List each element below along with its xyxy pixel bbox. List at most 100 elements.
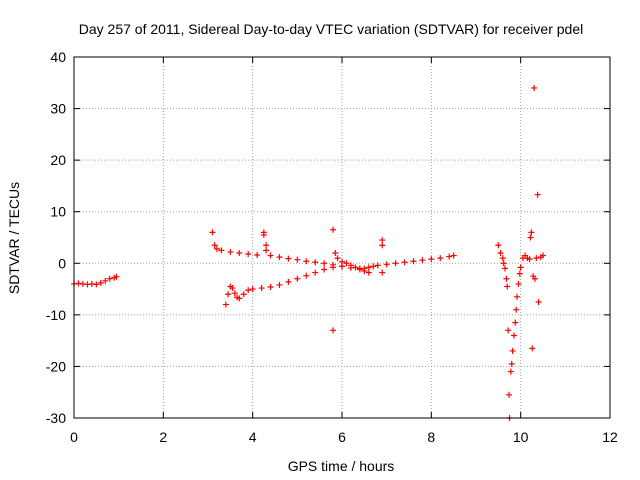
data-point (254, 252, 261, 259)
data-point (294, 256, 301, 263)
data-point (446, 253, 453, 260)
data-point (263, 242, 270, 249)
data-point (258, 285, 265, 292)
data-point (514, 293, 521, 300)
data-point (229, 285, 236, 292)
data-point (504, 283, 511, 290)
x-tick-label: 10 (513, 429, 529, 445)
data-point (312, 269, 319, 276)
data-point (531, 84, 538, 91)
y-tick-label: -30 (46, 410, 66, 426)
y-tick-label: 20 (50, 152, 66, 168)
x-tick-label: 12 (602, 429, 618, 445)
data-point (249, 286, 256, 293)
data-point (276, 281, 283, 288)
data-point (343, 260, 350, 267)
data-point (540, 252, 546, 259)
series-segment-0-1h (71, 273, 120, 288)
data-point (225, 291, 232, 298)
data-point (379, 242, 386, 249)
data-point (227, 248, 234, 255)
data-point (339, 258, 345, 265)
data-point (285, 255, 292, 262)
data-point (209, 229, 216, 236)
data-point (506, 391, 513, 398)
data-point (392, 260, 399, 267)
data-point (93, 281, 100, 288)
data-point (383, 261, 390, 268)
data-point (500, 260, 507, 267)
data-point (332, 249, 339, 256)
data-point (370, 263, 377, 270)
data-point (529, 345, 536, 352)
data-point (517, 264, 524, 271)
data-point (502, 265, 509, 272)
series-segment-5-7 (330, 226, 457, 334)
data-point (361, 265, 368, 272)
x-tick-label: 4 (249, 429, 257, 445)
data-point (231, 290, 238, 297)
y-tick-label: -20 (46, 358, 66, 374)
data-point (222, 301, 229, 308)
data-point (312, 259, 319, 266)
data-point (267, 284, 274, 291)
data-point (528, 229, 535, 236)
data-point (410, 258, 417, 265)
data-point (428, 256, 435, 263)
data-point (113, 273, 120, 280)
data-point (236, 295, 243, 302)
x-tick-label: 2 (159, 429, 167, 445)
data-point (330, 264, 337, 271)
data-point (512, 319, 519, 326)
y-tick-label: -10 (46, 307, 66, 323)
y-tick-label: 30 (50, 101, 66, 117)
x-tick-label: 0 (70, 429, 78, 445)
data-point (267, 252, 274, 259)
y-axis-label: SDTVAR / TECUs (6, 182, 22, 294)
data-point (330, 226, 337, 233)
data-point (352, 264, 359, 271)
data-point (499, 255, 506, 262)
data-point (527, 234, 534, 241)
data-point (510, 332, 517, 339)
data-point (401, 259, 408, 266)
x-axis-label: GPS time / hours (288, 458, 395, 474)
x-tick-label: 6 (338, 429, 346, 445)
data-point (276, 254, 283, 261)
data-point (516, 270, 523, 277)
series-segment-3-5-upper (209, 229, 372, 276)
data-point (507, 368, 514, 375)
data-point (419, 257, 426, 264)
data-point (97, 279, 104, 286)
data-point (531, 275, 538, 282)
data-point (106, 275, 113, 282)
data-point (330, 327, 337, 334)
data-point (505, 327, 512, 334)
data-point (374, 262, 381, 269)
data-point (515, 280, 522, 287)
data-point (347, 262, 354, 269)
data-point (236, 249, 243, 256)
data-point (365, 269, 372, 276)
data-point (321, 260, 328, 267)
data-point (285, 278, 292, 285)
data-point (260, 231, 267, 238)
axis-tick-labels: 0 2 4 6 8 10 12 -30 -20 -10 0 10 20 30 40 (46, 49, 618, 445)
data-point (535, 298, 542, 305)
data-point (245, 287, 252, 294)
plot-frame (73, 56, 611, 419)
data-point (240, 291, 247, 298)
data-point (321, 266, 328, 273)
data-point (526, 256, 533, 263)
x-tick-label: 8 (427, 429, 435, 445)
data-point (509, 347, 516, 354)
series-segment-3-5-lower (222, 263, 345, 308)
data-point (508, 360, 515, 367)
data-point (513, 306, 520, 313)
data-point (102, 277, 109, 284)
data-point (379, 237, 386, 244)
data-point (218, 247, 225, 254)
data-point (365, 264, 372, 271)
y-tick-label: 10 (50, 204, 66, 220)
